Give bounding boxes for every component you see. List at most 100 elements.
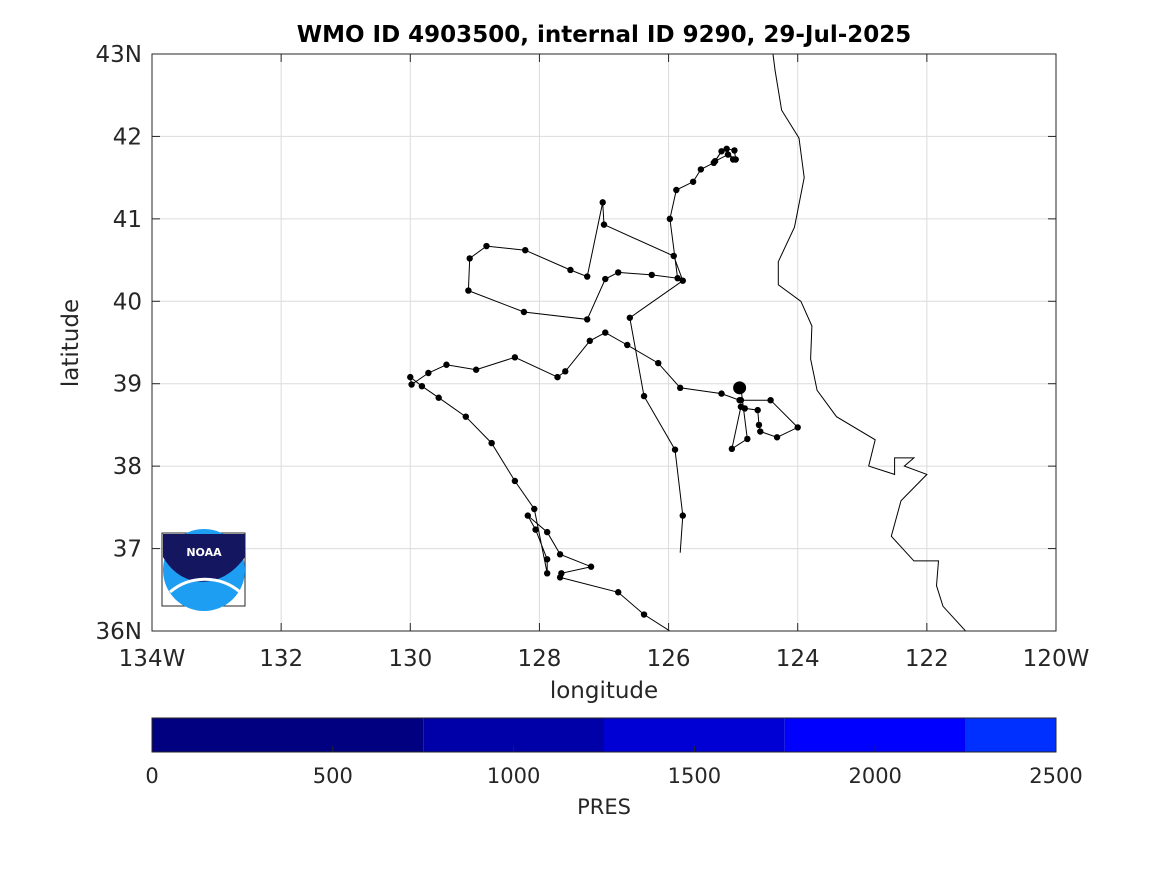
y-tick-label: 42 [113,124,142,150]
axes-background [152,54,1056,631]
profile-point [640,611,648,618]
x-tick-label: 124 [776,646,820,672]
profile-point [718,390,725,397]
profile-point [602,275,609,283]
profile-point [462,413,470,420]
profile-point [543,556,551,563]
profile-point [587,563,595,570]
colorbar-tick-label: 500 [313,764,353,788]
map-axes [151,53,1057,632]
profile-point [567,266,574,274]
x-tick-label: 130 [388,646,432,672]
x-tick-label: 122 [905,646,949,672]
profile-point [744,435,751,443]
profile-point [754,406,761,414]
profile-point [731,147,738,154]
profile-point [584,273,591,280]
profile-point [689,178,697,185]
profile-point [737,403,745,410]
profile-point [711,157,719,165]
current-position-marker [733,381,747,395]
profile-point [511,354,519,361]
profile-point [724,151,732,158]
colorbar-frame [151,717,1057,753]
y-axis-label: latitude [58,299,84,387]
y-tick-label: 36N [96,619,142,645]
profile-point [600,221,608,228]
profile-point [670,252,677,260]
colorbar-label: PRES [577,795,631,819]
profile-point [465,287,472,294]
colorbar: 0 500 1000 1500 2000 2500 PRES [145,717,1083,819]
y-tick-labels: 36N 37 38 39 40 41 42 43N [96,42,142,645]
profile-point [723,145,730,152]
profile-point [435,394,442,401]
profile-point [511,477,519,485]
x-axis-label: longitude [550,678,658,704]
profile-point [562,368,569,375]
profile-point [443,361,450,368]
profile-point [425,369,432,377]
colorbar-tick-label: 2500 [1029,764,1082,788]
y-tick-label: 43N [96,42,142,68]
profile-point [531,505,538,513]
y-tick-label: 37 [113,537,142,563]
profile-point [718,148,725,155]
profile-point [520,308,528,316]
profile-point [794,424,801,431]
logo-wave-line [169,577,241,594]
profile-point [418,382,426,390]
profile-point [543,528,551,536]
colorbar-band [152,718,424,752]
profile-point [599,199,606,206]
profile-point [773,434,781,441]
profile-point [483,242,490,250]
colorbar-bands [152,718,1056,752]
profile-point [466,255,473,262]
profile-point [532,526,539,533]
profile-point [407,373,414,381]
profile-point [737,397,745,404]
profile-point [679,512,686,519]
colorbar-tick-label: 0 [145,764,158,788]
profile-point [648,271,655,279]
y-tick-label: 38 [113,454,142,480]
colorbar-tick-label: 1000 [487,764,540,788]
chart-title: WMO ID 4903500, internal ID 9290, 29-Jul… [297,22,912,48]
colorbar-band [965,718,1056,752]
profile-point [543,570,551,577]
x-tick-label: 120W [1023,646,1090,672]
profile-point [472,366,480,373]
x-tick-label: 128 [517,646,561,672]
x-tick-label: 132 [259,646,303,672]
profile-point [626,314,634,321]
profile-point [584,316,591,323]
profile-point [524,512,532,519]
x-tick-label: 134W [119,646,186,672]
profile-point [615,269,622,276]
coastline [772,54,967,631]
logo-navy-gull [163,534,245,582]
axes-frame [151,53,1057,632]
profile-point [522,246,529,254]
profile-point [602,329,609,336]
profile-point [408,381,415,388]
noaa-logo: NOAA [161,529,246,611]
y-tick-label: 41 [113,207,142,233]
profile-point [640,392,648,400]
y-tick-label: 40 [113,289,142,315]
colorbar-tick-labels: 0 500 1000 1500 2000 2500 [145,764,1082,788]
profile-point [728,445,736,453]
profile-point [655,359,662,367]
profile-point [558,570,565,577]
profile-point [586,337,593,345]
float-profile-points [407,145,801,618]
colorbar-tick-label: 1500 [668,764,721,788]
profile-point [488,439,495,447]
y-tick-label: 39 [113,372,142,398]
logo-wordmark: NOAA [186,546,222,559]
profile-point [697,166,705,173]
profile-point [624,341,631,349]
x-tick-label: 126 [647,646,691,672]
